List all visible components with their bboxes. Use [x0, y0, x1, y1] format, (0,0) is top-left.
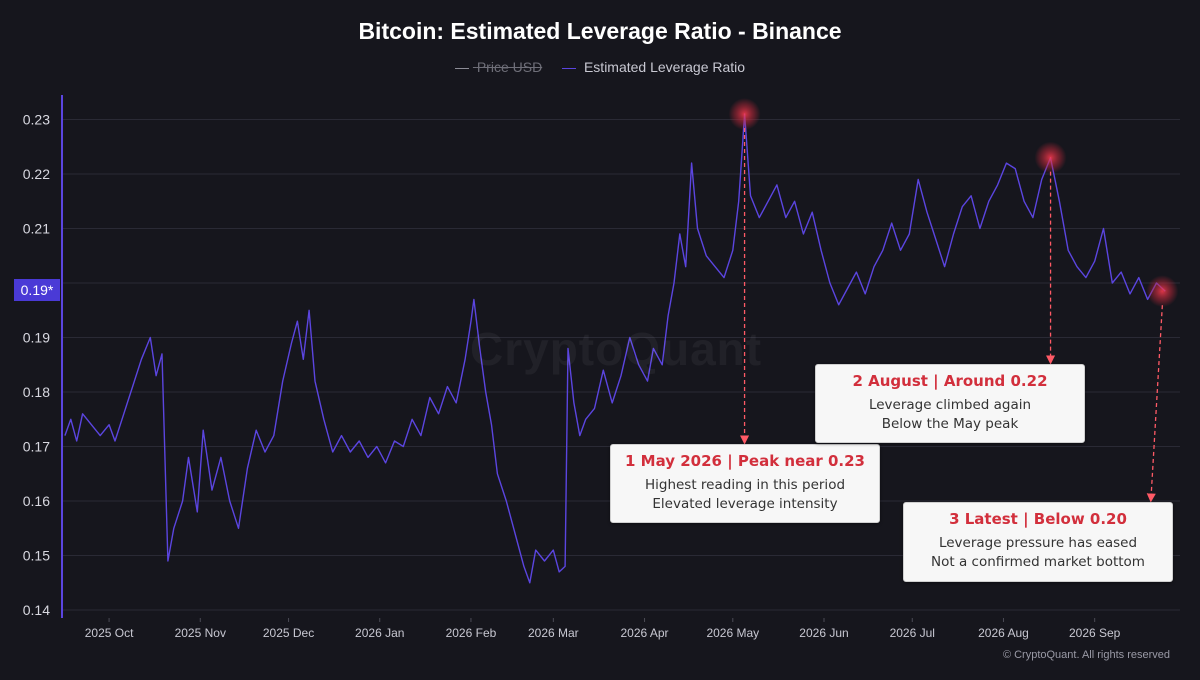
annotation-line: Elevated leverage intensity — [652, 496, 838, 512]
annotation-latest: 3 Latest | Below 0.20 Leverage pressure … — [903, 502, 1173, 582]
x-tick-label: 2026 Apr — [621, 626, 669, 640]
x-tick-label: 2025 Nov — [175, 626, 226, 640]
highlight-glows — [728, 98, 1179, 308]
annotation-line: Leverage climbed again — [868, 397, 1032, 413]
watermark: CryptoQuant — [470, 323, 763, 375]
annotation-arrow — [1146, 305, 1163, 503]
legend-item-leverage[interactable]: Estimated Leverage Ratio — [562, 59, 745, 75]
x-tick-label: 2026 Jan — [355, 626, 404, 640]
legend-label-leverage: Estimated Leverage Ratio — [583, 59, 746, 75]
legend-item-price[interactable]: Price USD — [454, 59, 543, 75]
legend-swatch-leverage — [562, 67, 577, 69]
highlight-glow — [728, 98, 761, 131]
annotation-line: Below the May peak — [881, 416, 1019, 432]
y-tick-label: 0.15 — [23, 548, 50, 564]
x-tick-label: 2026 Mar — [528, 626, 579, 640]
y-tick-label: 0.21 — [23, 221, 50, 237]
x-tick-label: 2026 Sep — [1069, 626, 1121, 640]
current-value-badge: 0.19* — [14, 279, 60, 301]
x-tick-label: 2026 Feb — [446, 626, 497, 640]
chart-title: Bitcoin: Estimated Leverage Ratio - Bina… — [358, 18, 842, 44]
y-tick-label: 0.17 — [23, 439, 50, 455]
annotation-may-peak: 1 May 2026 | Peak near 0.23 Highest read… — [610, 444, 880, 523]
annotation-heading: 1 May 2026 | Peak near 0.23 — [624, 452, 865, 470]
annotation-august: 2 August | Around 0.22 Leverage climbed … — [815, 364, 1085, 443]
x-tick-label: 2026 Aug — [978, 626, 1029, 640]
annotation-heading: 3 Latest | Below 0.20 — [949, 510, 1127, 528]
legend-swatch-price — [454, 67, 469, 69]
x-tick-label: 2025 Dec — [263, 626, 314, 640]
y-tick-label: 0.22 — [23, 166, 50, 182]
annotation-line: Leverage pressure has eased — [938, 535, 1138, 551]
annotation-line: Not a confirmed market bottom — [931, 554, 1145, 570]
annotation-heading: 2 August | Around 0.22 — [852, 372, 1048, 390]
series-layer — [64, 113, 1166, 584]
annotation-arrows — [740, 128, 1163, 503]
x-tick-label: 2026 May — [706, 626, 759, 640]
highlight-glow — [1034, 141, 1067, 174]
x-tick-label: 2025 Oct — [85, 626, 134, 640]
series-line-estimated-leverage-ratio — [64, 113, 1166, 584]
highlight-glow — [1146, 275, 1179, 308]
legend-label-price: Price USD — [476, 59, 543, 75]
copyright: © CryptoQuant. All rights reserved — [1002, 649, 1170, 661]
axes: 0.14 0.15 0.16 0.17 0.18 0.19 0.21 0.22 0.23 2025… — [23, 95, 1121, 640]
grid-lines — [62, 119, 1180, 611]
x-tick-label: 2026 Jun — [799, 626, 848, 640]
y-tick-label: 0.18 — [23, 384, 50, 400]
annotation-line: Highest reading in this period — [644, 477, 846, 493]
y-tick-label: 0.16 — [23, 493, 50, 509]
legend: Price USD Estimated Leverage Ratio — [0, 59, 1200, 75]
x-tick-label: 2026 Jul — [890, 626, 935, 640]
y-tick-label: 0.23 — [23, 112, 50, 128]
y-tick-label: 0.19 — [23, 330, 50, 346]
y-tick-label: 0.14 — [23, 602, 50, 618]
